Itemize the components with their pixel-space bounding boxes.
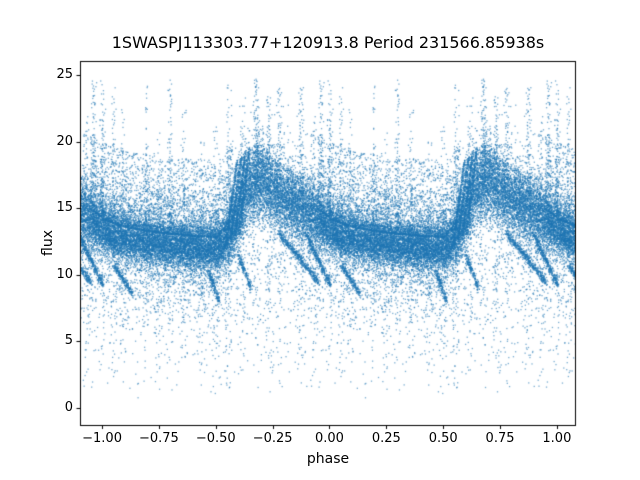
x-tick-label: 0.00 bbox=[314, 431, 344, 446]
x-tick-label: 1.00 bbox=[542, 431, 572, 446]
y-tick-label: 20 bbox=[56, 133, 73, 149]
x-tick-label: −0.25 bbox=[252, 431, 293, 446]
x-tick-label: −1.00 bbox=[82, 431, 122, 446]
x-tick-label: 0.75 bbox=[485, 431, 515, 446]
y-tick-label: 10 bbox=[56, 266, 73, 282]
y-tick-label: 0 bbox=[64, 399, 73, 415]
y-tick-label: 15 bbox=[56, 200, 73, 216]
x-axis-label: phase bbox=[306, 451, 350, 467]
y-tick-label: 5 bbox=[64, 333, 73, 349]
y-tick-label: 25 bbox=[56, 66, 73, 82]
x-tick-label: 0.25 bbox=[371, 431, 401, 446]
x-tick-label: −0.50 bbox=[195, 431, 236, 446]
x-tick-label: 0.50 bbox=[428, 431, 458, 446]
x-tick-label: −0.75 bbox=[138, 431, 179, 446]
y-axis-label: flux bbox=[40, 230, 56, 256]
chart-title: 1SWASPJ113303.77+120913.8 Period 231566.… bbox=[111, 33, 545, 52]
